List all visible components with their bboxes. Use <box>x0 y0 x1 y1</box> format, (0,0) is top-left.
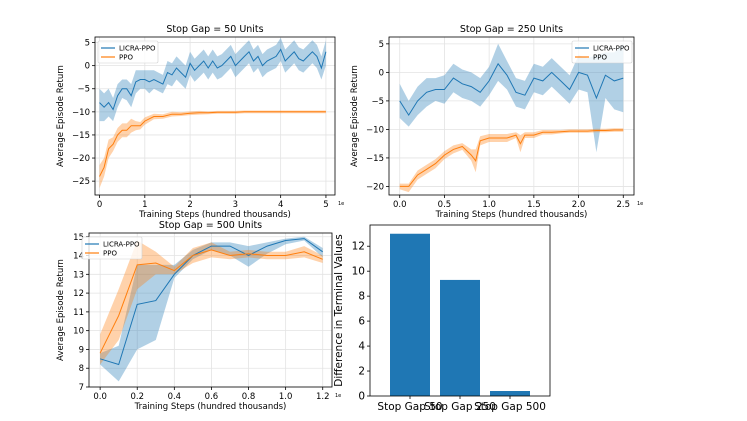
y-tick-label: 8 <box>79 364 84 374</box>
y-tick-label: 5 <box>379 40 384 50</box>
y-axis-label: Difference in Terminal Values <box>333 234 345 386</box>
y-tick-label: 4 <box>358 341 365 353</box>
y-tick-label: 10 <box>352 266 365 278</box>
y-tick-label: 2 <box>358 366 365 378</box>
y-axis-label: Average Episode Return <box>350 65 360 167</box>
x-offset-label: 1e <box>637 201 643 207</box>
x-tick-label: 0.0 <box>93 392 107 402</box>
x-tick-label: 0.4 <box>168 392 182 402</box>
bar <box>440 279 480 396</box>
chart-stop-gap-50: 0 1 2 3 4 5 −25 −20 −15 −10 −5 0 5 1e Stop Gap = 50 Un… <box>56 24 344 220</box>
plot-frame <box>94 36 336 196</box>
x-tick-label: 0.8 <box>242 392 256 402</box>
x-tick-label: 2.5 <box>617 200 631 210</box>
x-tick-label: 2 <box>187 200 192 210</box>
x-tick-label: 1.2 <box>316 392 330 402</box>
x-tick-label: 0.6 <box>205 392 219 402</box>
y-tick-label: −20 <box>366 182 384 192</box>
legend-label-licra-ppo: LICRA-PPO <box>119 45 156 53</box>
band-ppo <box>99 110 326 189</box>
line-licra-ppo <box>99 48 327 111</box>
plot-frame <box>388 36 635 196</box>
legend-label-ppo: PPO <box>103 250 117 258</box>
legend-label-licra-ppo: LICRA-PPO <box>593 45 630 53</box>
y-tick-label: 12 <box>352 241 365 253</box>
y-tick-label: 8 <box>358 291 365 303</box>
x-tick-label: 0.2 <box>130 392 144 402</box>
x-tick-label: 1.0 <box>279 392 293 402</box>
y-tick-label: 10 <box>73 327 84 337</box>
band-licra-ppo <box>399 43 624 153</box>
x-tick-label: 1.5 <box>527 200 541 210</box>
chart-title: Stop Gap = 50 Units <box>166 24 263 35</box>
x-tick-label: Stop Gap 250 <box>424 401 496 413</box>
bar <box>490 391 530 396</box>
y-axis-label: Average Episode Return <box>56 65 66 167</box>
y-tick-label: 14 <box>73 252 84 262</box>
bar <box>390 233 430 396</box>
y-tick-label: −10 <box>72 108 90 118</box>
y-axis-label: Average Episode Return <box>56 259 66 361</box>
chart-title: Stop Gap = 250 Units <box>460 24 563 35</box>
plot-frame <box>88 232 333 388</box>
y-tick-label: −5 <box>371 97 384 107</box>
x-tick-label: Stop Gap 500 <box>474 401 546 413</box>
band-ppo <box>100 240 323 365</box>
y-tick-label: 7 <box>79 383 84 393</box>
legend-label-ppo: PPO <box>593 54 607 62</box>
y-tick-label: −5 <box>77 85 90 95</box>
y-tick-label: 15 <box>73 233 84 243</box>
line-ppo <box>399 129 624 187</box>
chart-title: Stop Gap = 500 Units <box>159 220 262 231</box>
y-tick-label: −10 <box>366 125 384 135</box>
y-tick-label: 13 <box>73 270 84 280</box>
x-tick-label: 1 <box>142 200 147 210</box>
x-tick-label: 0.5 <box>438 200 452 210</box>
x-tick-label: 2.0 <box>572 200 586 210</box>
y-tick-label: 0 <box>85 62 90 72</box>
x-tick-label: 5 <box>323 200 328 210</box>
x-axis-label: Training Steps (hundred thousands) <box>435 210 588 220</box>
line-licra-ppo <box>99 238 323 366</box>
y-tick-label: 11 <box>73 308 84 318</box>
x-offset-label: 1e <box>338 201 344 207</box>
chart-stop-gap-500: 0.0 0.2 0.4 0.6 0.8 1.0 1.2 7 8 9 10 11 12 13 14 15 1e St… <box>56 220 341 412</box>
y-tick-label: −25 <box>72 177 90 187</box>
y-tick-label: 12 <box>73 289 84 299</box>
band-ppo <box>399 128 624 193</box>
y-tick-label: 0 <box>358 391 365 403</box>
y-tick-label: −20 <box>72 154 90 164</box>
band-licra-ppo <box>100 236 323 382</box>
x-offset-label: 1e <box>335 393 341 399</box>
x-tick-label: 0 <box>97 200 102 210</box>
y-tick-label: 9 <box>79 345 84 355</box>
chart-stop-gap-250: 0.0 0.5 1.0 1.5 2.0 2.5 −20 −15 −10 −5 0 5 1e Stop Ga… <box>350 24 643 220</box>
line-ppo <box>99 249 323 354</box>
y-tick-label: −15 <box>366 154 384 164</box>
x-axis-label: Training Steps (hundred thousands) <box>138 210 291 220</box>
y-tick-label: 6 <box>358 316 365 328</box>
y-tick-label: −15 <box>72 131 90 141</box>
y-tick-label: 0 <box>379 68 384 78</box>
legend-label-ppo: PPO <box>119 54 133 62</box>
x-tick-label: Stop Gap 50 <box>377 401 442 413</box>
legend-label-licra-ppo: LICRA-PPO <box>103 241 140 249</box>
x-tick-label: 1.0 <box>482 200 496 210</box>
line-licra-ppo <box>399 62 624 117</box>
line-ppo <box>99 111 326 177</box>
y-tick-label: 5 <box>85 39 90 49</box>
x-tick-label: 0.0 <box>393 200 407 210</box>
band-licra-ppo <box>99 37 326 122</box>
x-tick-label: 4 <box>278 200 283 210</box>
x-axis-label: Training Steps (hundred thousands) <box>134 402 287 412</box>
x-tick-label: 3 <box>233 200 238 210</box>
